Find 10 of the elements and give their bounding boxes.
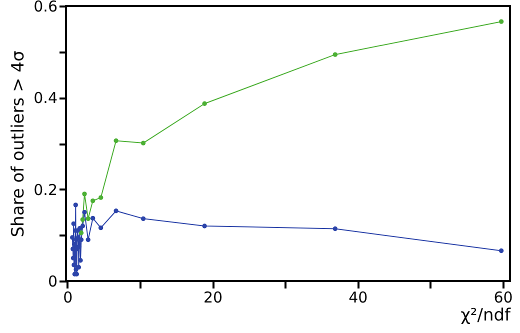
y-tick-label: 0.2: [34, 180, 58, 199]
x-tick-label: 40: [348, 288, 368, 306]
x-tick-label: 20: [204, 288, 223, 306]
y-tick-label: 0.6: [34, 0, 58, 16]
x-axis-title: χ²/ndf: [460, 306, 512, 326]
y-axis-title: Share of outliers > 4σ: [8, 50, 29, 238]
y-tick-label: 0: [48, 272, 58, 290]
y-tick-label: 0.4: [34, 89, 58, 108]
x-tick-label: 0: [63, 288, 73, 306]
x-tick-label: 60: [494, 288, 513, 306]
